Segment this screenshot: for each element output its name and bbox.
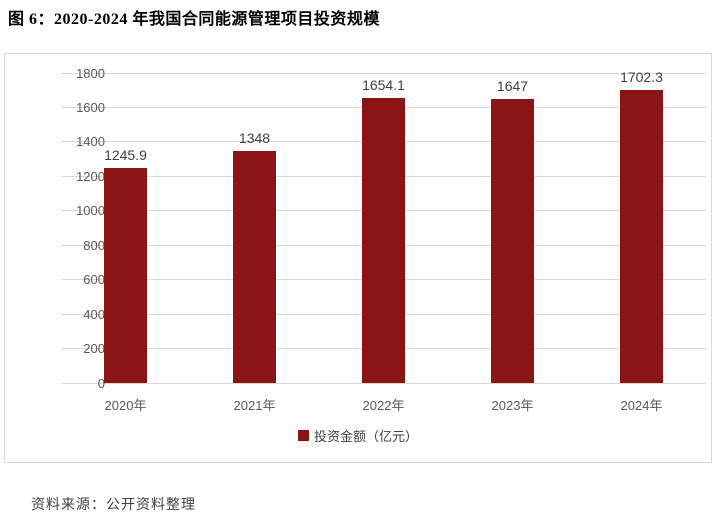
y-tick-label: 0: [97, 375, 105, 391]
bar-value-label: 1245.9: [104, 147, 147, 163]
x-axis: 2020年 2021年 2022年 2023年 2024年: [61, 395, 706, 413]
y-tick-label: 1800: [76, 65, 105, 81]
x-tick-label: 2022年: [362, 398, 405, 413]
gridline: [61, 72, 706, 74]
y-tick-label: 1600: [76, 99, 105, 115]
bar-2024年: [620, 90, 663, 383]
legend: 投资金额（亿元）: [5, 426, 711, 445]
chart-title: 图 6：2020-2024 年我国合同能源管理项目投资规模: [8, 11, 380, 28]
y-tick-label: 400: [83, 306, 105, 322]
y-tick-label: 600: [83, 272, 105, 288]
bar-2023年: [491, 99, 534, 383]
legend-label: 投资金额（亿元）: [313, 429, 418, 444]
bar-2020年: [104, 168, 147, 383]
x-tick-label: 2023年: [491, 398, 534, 413]
legend-marker-icon: [297, 430, 309, 441]
bar-2022年: [362, 98, 405, 383]
bar-2021年: [233, 151, 276, 383]
y-tick-label: 1000: [76, 203, 105, 219]
y-tick-label: 1200: [76, 168, 105, 184]
y-tick-label: 1400: [76, 134, 105, 150]
y-tick-label: 800: [83, 237, 105, 253]
x-tick-label: 2024年: [620, 398, 663, 413]
bar-value-label: 1647: [496, 78, 529, 94]
x-tick-label: 2021年: [233, 398, 276, 413]
bar-value-label: 1654.1: [362, 77, 405, 93]
bar-value-label: 1348: [238, 130, 271, 146]
gridline: [61, 382, 706, 384]
y-tick-label: 200: [83, 341, 105, 357]
plot-area: 0 200 400 600 800 1000 1200 1400 1600 1800 1245.9 1…: [61, 67, 706, 390]
chart-container: 0 200 400 600 800 1000 1200 1400 1600 1800 1245.9 1…: [4, 53, 712, 463]
bar-value-label: 1702.3: [620, 69, 663, 85]
source-note: 资料来源：公开资料整理: [31, 498, 196, 513]
x-tick-label: 2020年: [104, 398, 147, 413]
